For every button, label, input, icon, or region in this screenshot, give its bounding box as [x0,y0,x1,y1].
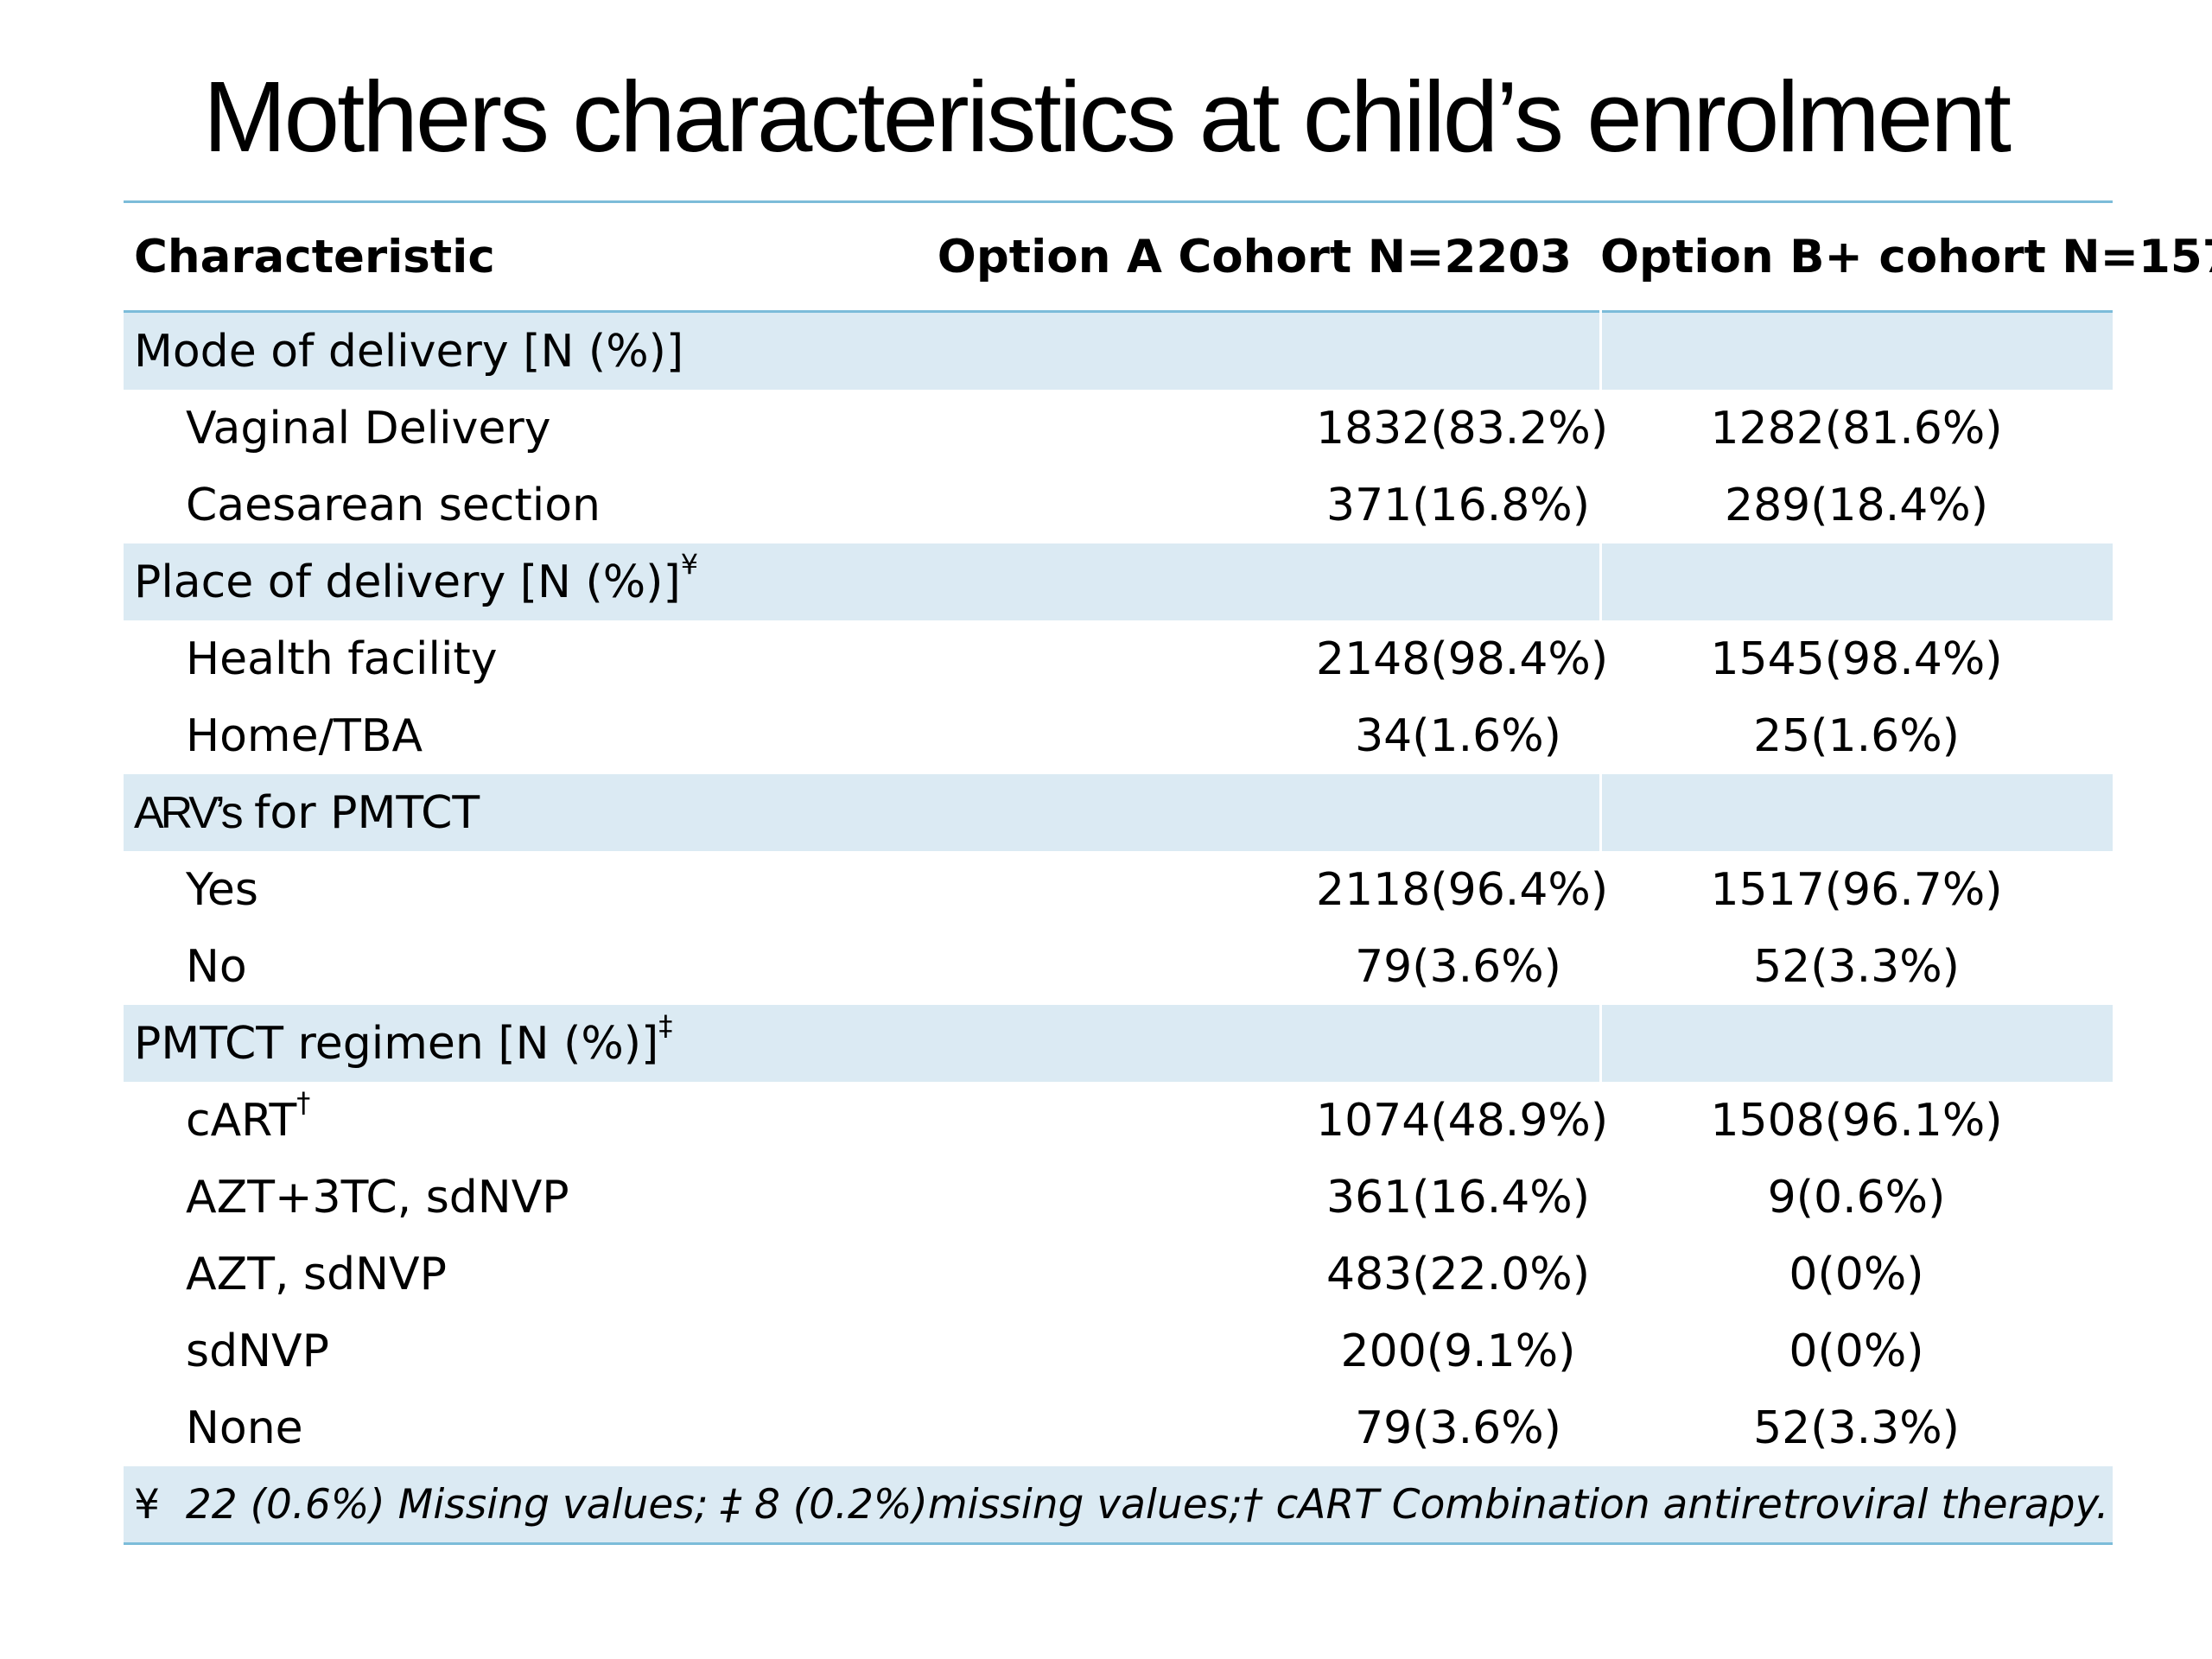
row-label: Home/TBA [124,697,867,774]
option-a-value: 34(1.6%) [1355,709,1561,762]
section-label-text: Mode of delivery [N (%)] [134,325,684,378]
table-row: sdNVP 200(9.1%) 0(0%) [124,1313,2113,1389]
option-b-value: 0(0%) [1789,1248,1924,1300]
section-label-text: Place of delivery [N (%)] [134,556,681,608]
option-a-value: 79(3.6%) [1355,940,1561,993]
footnote-symbol: ¥ [134,1480,160,1529]
footnote-row: ¥22 (0.6%) Missing values; ‡ 8 (0.2%)mis… [124,1466,2113,1544]
option-b-value: 52(3.3%) [1753,940,1960,993]
option-b-value: 1545(98.4%) [1710,632,2003,685]
option-b-value: 52(3.3%) [1753,1402,1960,1454]
option-b-value: 25(1.6%) [1753,709,1960,762]
row-label: Yes [124,851,867,928]
row-label: No [124,928,867,1005]
section-label-text: for PMTCT [254,786,480,839]
row-label: AZT, sdNVP [124,1236,867,1313]
section-row-pmtct-regimen: PMTCT regimen [N (%)]‡ [124,1005,2113,1082]
option-a-value: 371(16.8%) [1325,479,1591,531]
option-a-value: 361(16.4%) [1325,1171,1591,1224]
footnote: ¥22 (0.6%) Missing values; ‡ 8 (0.2%)mis… [124,1466,2113,1544]
table-row: Caesarean section 371(16.8%) 289(18.4%) [124,467,2113,543]
section-empty-cell [1599,311,2113,390]
table-row: None 79(3.6%) 52(3.3%) [124,1389,2113,1466]
table-body: Mode of delivery [N (%)] Vaginal Deliver… [124,311,2113,1544]
row-label-text: Caesarean section [186,479,601,531]
row-label: Caesarean section [124,467,867,543]
section-row-arvs-for-pmtct: ARV’s for PMTCT [124,774,2113,851]
table-row: Home/TBA 34(1.6%) 25(1.6%) [124,697,2113,774]
option-a-value: 79(3.6%) [1355,1402,1561,1454]
footnote-text: 22 (0.6%) Missing values; ‡ 8 (0.2%)miss… [185,1480,2109,1529]
row-label-text: sdNVP [186,1325,329,1377]
header-option-a: Option A Cohort N=2203 [937,230,1572,283]
characteristics-table: Characteristic Option A Cohort N=2203 Op… [124,200,2212,1545]
row-label: None [124,1389,867,1466]
section-row-place-of-delivery: Place of delivery [N (%)]¥ [124,543,2113,620]
section-label-mark: ¥ [680,547,699,581]
header-characteristic: Characteristic [134,230,495,283]
row-label-text: cART [186,1094,297,1147]
section-label-mark: ‡ [658,1008,673,1042]
row-label: Vaginal Delivery [124,390,867,467]
option-b-value: 1282(81.6%) [1710,402,2003,454]
table-header: Characteristic Option A Cohort N=2203 Op… [124,201,2212,312]
row-label-text: Home/TBA [186,709,423,762]
option-b-value: 9(0.6%) [1767,1171,1946,1224]
table-row: Yes 2118(96.4%) 1517(96.7%) [124,851,2113,928]
option-a-value: 483(22.0%) [1325,1248,1591,1300]
row-label-text: Vaginal Delivery [186,402,551,454]
section-empty-cell [1599,774,2113,851]
option-b-value: 1508(96.1%) [1710,1094,2003,1147]
row-label-text: Health facility [186,632,498,685]
table-row: AZT+3TC, sdNVP 361(16.4%) 9(0.6%) [124,1159,2113,1236]
option-b-value: 1517(96.7%) [1710,863,2003,916]
row-label: cART† [124,1082,867,1159]
option-a-value: 2148(98.4%) [1316,632,1609,685]
section-label: Mode of delivery [N (%)] [124,311,1600,390]
table-row: AZT, sdNVP 483(22.0%) 0(0%) [124,1236,2113,1313]
section-label-prefix: ARV’s [134,787,244,838]
option-a-value: 1074(48.9%) [1316,1094,1609,1147]
slide-title: Mothers characteristics at child’s enrol… [202,60,2012,173]
option-b-value: 0(0%) [1789,1325,1924,1377]
option-a-value: 1832(83.2%) [1316,402,1609,454]
section-row-mode-of-delivery: Mode of delivery [N (%)] [124,311,2113,390]
table-row: Health facility 2148(98.4%) 1545(98.4%) [124,620,2113,697]
row-label-mark: † [296,1085,311,1119]
row-label: Health facility [124,620,867,697]
header-option-b-plus: Option B+ cohort N=1571 [1600,230,2212,283]
characteristics-table-wrap: Characteristic Option A Cohort N=2203 Op… [124,200,2212,1545]
table-row: cART† 1074(48.9%) 1508(96.1%) [124,1082,2113,1159]
row-label-text: Yes [186,863,258,916]
section-label: PMTCT regimen [N (%)]‡ [124,1005,1600,1082]
section-label: ARV’s for PMTCT [124,774,1600,851]
option-a-value: 2118(96.4%) [1316,863,1609,916]
row-label-text: None [186,1402,303,1454]
row-label-text: AZT, sdNVP [186,1248,447,1300]
section-label-text: PMTCT regimen [N (%)] [134,1017,659,1070]
row-label-text: AZT+3TC, sdNVP [186,1171,569,1224]
section-empty-cell [1599,543,2113,620]
option-a-value: 200(9.1%) [1340,1325,1576,1377]
section-empty-cell [1599,1005,2113,1082]
row-label: sdNVP [124,1313,867,1389]
table-row: No 79(3.6%) 52(3.3%) [124,928,2113,1005]
row-label-text: No [186,940,247,993]
header-row: Characteristic Option A Cohort N=2203 Op… [124,201,2212,312]
option-b-value: 289(18.4%) [1724,479,1989,531]
table-row: Vaginal Delivery 1832(83.2%) 1282(81.6%) [124,390,2113,467]
row-label: AZT+3TC, sdNVP [124,1159,867,1236]
section-label: Place of delivery [N (%)]¥ [124,543,1600,620]
